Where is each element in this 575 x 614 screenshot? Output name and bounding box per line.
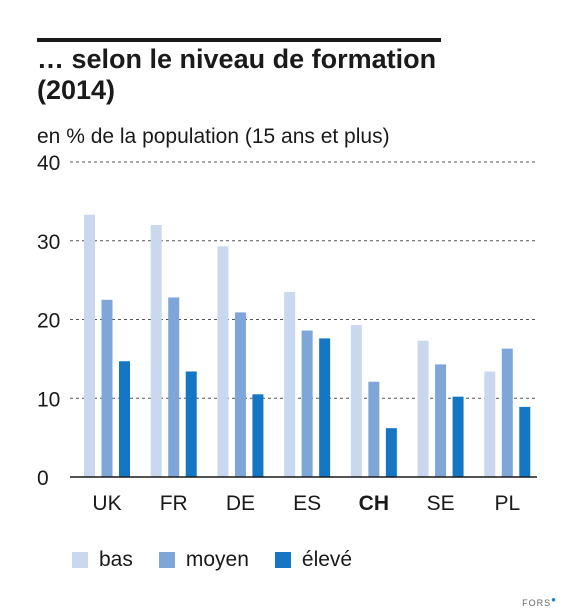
- bar-eleve-uk: [119, 361, 130, 477]
- y-tick-label: 10: [37, 388, 60, 411]
- x-tick-label: DE: [226, 492, 255, 515]
- legend-swatch-bas: [72, 552, 88, 568]
- bar-moyen-ch: [368, 381, 380, 477]
- chart-title: … selon le niveau de formation (2014): [37, 44, 437, 105]
- bar-moyen-pl: [501, 348, 513, 477]
- bar-layer: [84, 214, 531, 477]
- x-tick-label: PL: [494, 492, 520, 515]
- x-tick-label: UK: [92, 492, 121, 515]
- bar-bas-pl: [484, 371, 496, 477]
- source-dot-icon: ●: [551, 595, 557, 604]
- x-tick-label: FR: [160, 492, 188, 515]
- legend: bas moyen élevé: [72, 548, 378, 572]
- bar-eleve-fr: [185, 371, 197, 477]
- bar-bas-fr: [150, 225, 162, 477]
- bar-moyen-se: [435, 364, 447, 477]
- y-tick-label: 20: [37, 310, 60, 333]
- legend-item-moyen: moyen: [158, 548, 249, 572]
- y-tick-label: 40: [37, 152, 60, 175]
- bar-bas-uk: [84, 214, 95, 477]
- chart-subtitle: en % de la population (15 ans et plus): [37, 125, 390, 148]
- bar-moyen-fr: [168, 297, 180, 477]
- legend-swatch-eleve: [274, 552, 291, 568]
- bar-moyen-es: [301, 330, 313, 477]
- x-tick-label: SE: [427, 492, 455, 515]
- bar-eleve-de: [252, 394, 264, 477]
- legend-item-bas: bas: [72, 548, 133, 572]
- x-tick-label: ES: [293, 492, 321, 515]
- legend-swatch-moyen: [158, 552, 175, 568]
- title-rule: [37, 38, 441, 42]
- source-label: FORS: [522, 598, 552, 608]
- bar-eleve-pl: [519, 406, 531, 477]
- y-tick-label: 0: [37, 467, 49, 490]
- bar-bas-se: [417, 340, 429, 477]
- legend-label-moyen: moyen: [185, 548, 249, 571]
- bar-eleve-ch: [385, 428, 397, 477]
- y-tick-label: 30: [37, 231, 60, 254]
- bar-bas-es: [284, 291, 296, 477]
- axis-layer: 0 10 20 30 40 UK FR DE ES CH SE PL: [37, 152, 537, 515]
- legend-label-eleve: élevé: [301, 548, 353, 571]
- bar-bas-de: [217, 246, 229, 477]
- source-logo: FORS●: [522, 595, 557, 608]
- bar-eleve-es: [319, 338, 331, 477]
- legend-item-eleve: élevé: [274, 548, 353, 572]
- bar-bas-ch: [350, 325, 362, 477]
- x-tick-label: CH: [359, 492, 389, 515]
- bar-eleve-se: [452, 396, 464, 477]
- bar-moyen-uk: [101, 299, 113, 477]
- legend-label-bas: bas: [99, 548, 133, 571]
- bar-moyen-de: [234, 312, 246, 477]
